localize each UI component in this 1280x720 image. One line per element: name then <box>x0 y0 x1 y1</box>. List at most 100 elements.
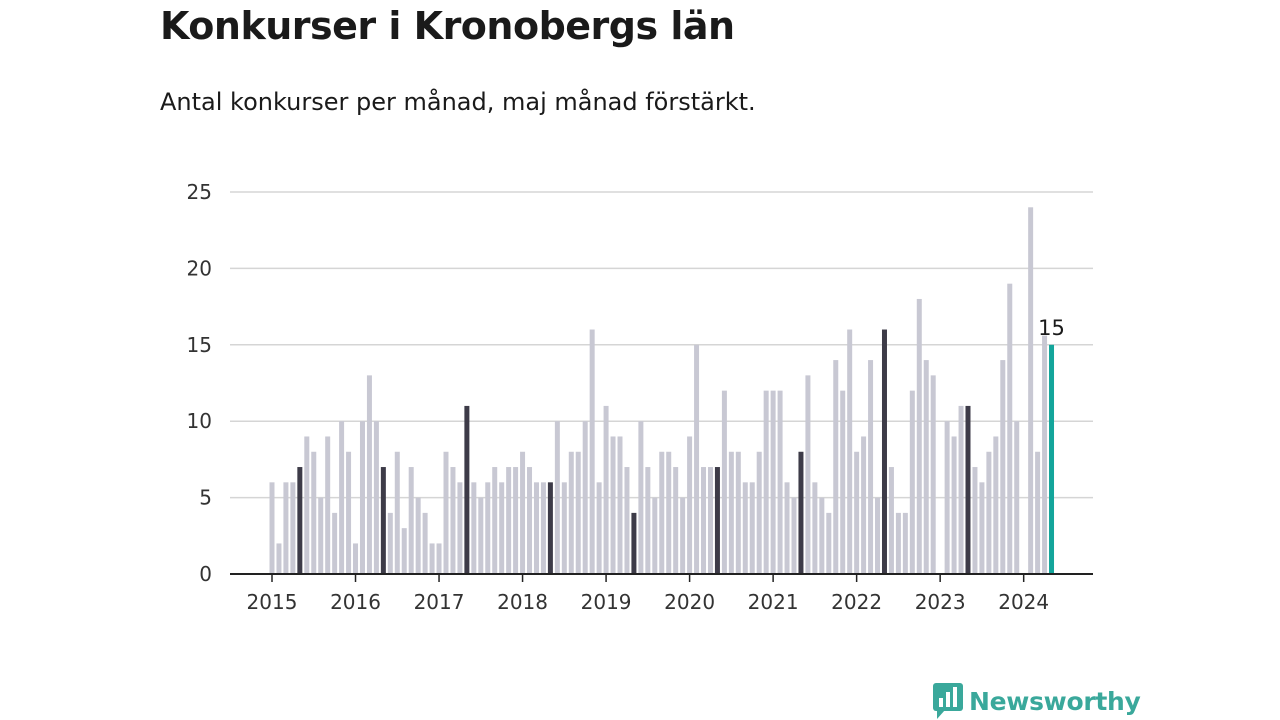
bar <box>540 482 546 574</box>
bar <box>373 421 379 574</box>
chart-subtitle: Antal konkurser per månad, maj månad för… <box>160 88 756 116</box>
bar <box>422 512 428 574</box>
bar <box>673 467 679 574</box>
bar-may <box>464 405 470 574</box>
bar <box>847 329 853 574</box>
bar <box>513 467 519 574</box>
bar <box>728 451 734 574</box>
bar <box>721 390 727 574</box>
x-tick-label: 2021 <box>748 590 799 614</box>
bar <box>645 467 651 574</box>
bar <box>533 482 539 574</box>
bar <box>951 436 957 574</box>
bar <box>875 497 881 574</box>
bar <box>401 528 407 574</box>
bar <box>1007 283 1013 574</box>
bar <box>707 467 713 574</box>
bar-may <box>631 512 637 574</box>
bar-may <box>714 467 720 574</box>
bar <box>311 451 317 574</box>
bar <box>666 451 672 574</box>
bar <box>359 421 365 574</box>
bar <box>902 512 908 574</box>
bar <box>930 375 936 574</box>
bar <box>805 375 811 574</box>
bar <box>492 467 498 574</box>
data-label-latest: 15 <box>1038 316 1065 340</box>
y-tick-label: 10 <box>187 409 212 433</box>
bar <box>770 390 776 574</box>
bar <box>332 512 338 574</box>
bar <box>986 451 992 574</box>
bar <box>784 482 790 574</box>
bar <box>290 482 296 574</box>
bar <box>283 482 289 574</box>
bar <box>701 467 707 574</box>
bar <box>478 497 484 574</box>
bar <box>527 467 533 574</box>
bar <box>450 467 456 574</box>
bar <box>387 512 393 574</box>
bar <box>1014 421 1020 574</box>
bar <box>596 482 602 574</box>
bar <box>499 482 505 574</box>
bar <box>652 497 658 574</box>
x-tick-label: 2016 <box>330 590 381 614</box>
bar <box>944 421 950 574</box>
bar <box>1042 335 1048 574</box>
bar <box>777 390 783 574</box>
bar <box>958 405 964 574</box>
bar <box>304 436 310 574</box>
bar <box>346 451 352 574</box>
brand-name: Newsworthy <box>969 686 1141 716</box>
y-tick-label: 0 <box>199 562 212 586</box>
bar <box>756 451 762 574</box>
bar <box>895 512 901 574</box>
newsworthy-logo: Newsworthy <box>933 682 1141 720</box>
bar <box>568 451 574 574</box>
bar <box>791 497 797 574</box>
bar <box>485 482 491 574</box>
bar <box>840 390 846 574</box>
bar <box>276 543 282 574</box>
x-tick-label: 2018 <box>497 590 548 614</box>
bar <box>1028 207 1034 574</box>
bar <box>269 482 275 574</box>
x-tick-label: 2017 <box>414 590 465 614</box>
bar <box>812 482 818 574</box>
axes: 0 5 10 15 20 25 2015 2016 2017 2018 2019 2020 2021 20… <box>187 180 1093 614</box>
bar-may <box>798 451 804 574</box>
bar <box>353 543 359 574</box>
y-tick-label: 20 <box>187 256 212 280</box>
bar <box>680 497 686 574</box>
bar <box>318 497 324 574</box>
x-tick-label: 2020 <box>664 590 715 614</box>
bar <box>819 497 825 574</box>
bar-may <box>881 329 887 574</box>
bar-may <box>380 467 386 574</box>
x-tick-label: 2019 <box>581 590 632 614</box>
bar-latest <box>1049 344 1055 574</box>
bar <box>742 482 748 574</box>
y-tick-label: 15 <box>187 333 212 357</box>
bar <box>861 436 867 574</box>
chart-title: Konkurser i Kronobergs län <box>160 4 735 48</box>
bar <box>617 436 623 574</box>
bar <box>659 451 665 574</box>
bar <box>339 421 345 574</box>
bar <box>582 421 588 574</box>
bar <box>624 467 630 574</box>
bar <box>687 436 693 574</box>
bar <box>561 482 567 574</box>
bar <box>394 451 400 574</box>
bar <box>749 482 755 574</box>
y-tick-label: 25 <box>187 180 212 204</box>
bar <box>1000 360 1006 574</box>
bar <box>575 451 581 574</box>
x-tick-label: 2015 <box>247 590 298 614</box>
bar <box>888 467 894 574</box>
bar <box>735 451 741 574</box>
bar <box>436 543 442 574</box>
bar <box>366 375 372 574</box>
bar-chart-logo-icon <box>933 683 963 719</box>
